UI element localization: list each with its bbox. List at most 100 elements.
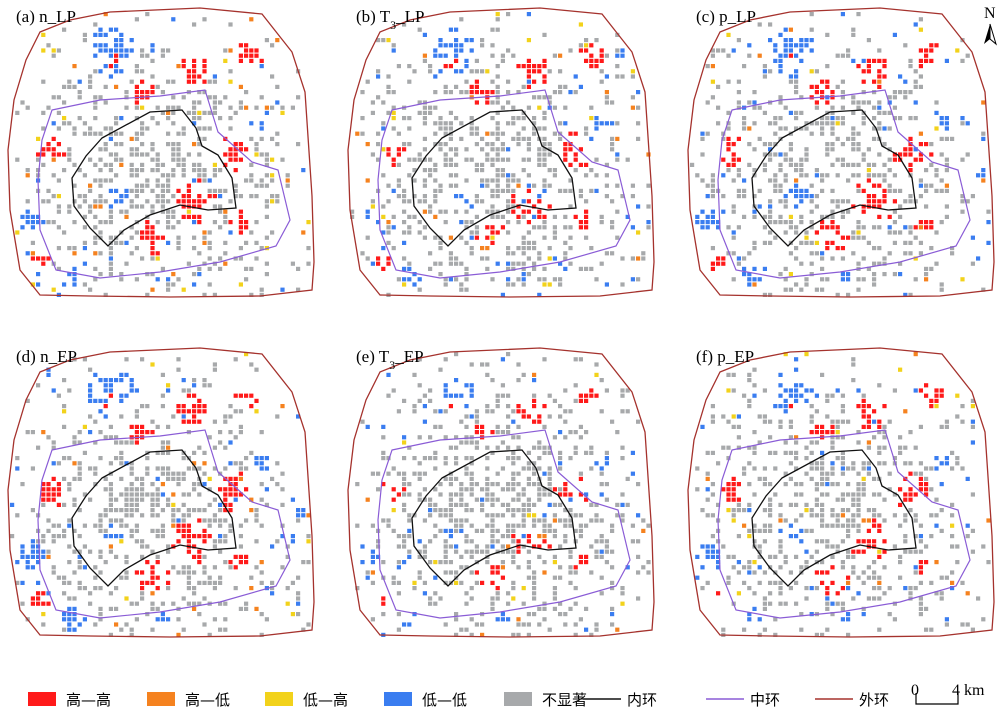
grid-cell: [114, 116, 119, 121]
grid-cell: [721, 487, 726, 492]
grid-cell: [794, 435, 799, 440]
grid-cell: [731, 204, 736, 209]
grid-cell: [537, 492, 542, 497]
grid-cell: [615, 209, 620, 214]
grid-cell: [526, 220, 531, 225]
grid-cell: [207, 256, 212, 261]
grid-cell: [599, 482, 604, 487]
grid-cell: [773, 142, 778, 147]
grid-cell: [129, 461, 134, 466]
grid-cell: [407, 622, 412, 627]
grid-cell: [77, 430, 82, 435]
grid-cell: [710, 419, 715, 424]
grid-cell: [155, 277, 160, 282]
grid-cell: [212, 367, 217, 372]
grid-cell: [866, 596, 871, 601]
grid-cell: [464, 549, 469, 554]
grid-cell: [799, 539, 804, 544]
north-label: N: [984, 5, 996, 22]
grid-cell: [98, 183, 103, 188]
grid-cell: [918, 424, 923, 429]
grid-cell: [181, 596, 186, 601]
grid-cell: [768, 528, 773, 533]
grid-cell: [856, 188, 861, 193]
grid-cell: [840, 435, 845, 440]
grid-cell: [360, 116, 365, 121]
grid-cell: [799, 157, 804, 162]
grid-cell: [872, 225, 877, 230]
grid-cell: [835, 549, 840, 554]
grid-cell: [56, 152, 61, 157]
grid-cell: [428, 539, 433, 544]
grid-cell: [511, 116, 516, 121]
grid-cell: [872, 513, 877, 518]
grid-cell: [495, 445, 500, 450]
grid-cell: [270, 586, 275, 591]
grid-cell: [223, 492, 228, 497]
grid-cell: [537, 199, 542, 204]
grid-cell: [212, 100, 217, 105]
grid-cell: [417, 539, 422, 544]
grid-cell: [877, 430, 882, 435]
grid-cell: [192, 378, 197, 383]
grid-cell: [773, 580, 778, 585]
grid-cell: [396, 612, 401, 617]
grid-cell: [134, 246, 139, 251]
grid-cell: [578, 560, 583, 565]
grid-cell: [563, 188, 568, 193]
grid-cell: [62, 627, 67, 632]
grid-cell: [264, 214, 269, 219]
grid-cell: [459, 235, 464, 240]
grid-cell: [490, 528, 495, 533]
grid-cell: [568, 261, 573, 266]
grid-cell: [181, 565, 186, 570]
grid-cell: [840, 565, 845, 570]
grid-cell: [877, 580, 882, 585]
grid-cell: [129, 466, 134, 471]
grid-cell: [506, 617, 511, 622]
grid-cell: [98, 43, 103, 48]
grid-cell: [306, 534, 311, 539]
grid-cell: [103, 560, 108, 565]
grid-cell: [568, 225, 573, 230]
grid-cell: [495, 471, 500, 476]
grid-cell: [783, 404, 788, 409]
grid-cell: [500, 173, 505, 178]
grid-cell: [840, 12, 845, 17]
grid-cell: [145, 292, 150, 297]
grid-cell: [62, 282, 67, 287]
grid-cell: [846, 580, 851, 585]
grid-cell: [495, 565, 500, 570]
grid-cell: [495, 12, 500, 17]
grid-cell: [490, 157, 495, 162]
grid-cell: [114, 456, 119, 461]
grid-cell: [448, 570, 453, 575]
grid-cell: [422, 487, 427, 492]
grid-cell: [500, 513, 505, 518]
grid-cell: [742, 508, 747, 513]
grid-cell: [181, 528, 186, 533]
grid-cell: [568, 565, 573, 570]
grid-cell: [238, 58, 243, 63]
grid-cell: [970, 627, 975, 632]
grid-cell: [552, 591, 557, 596]
grid-cell: [506, 48, 511, 53]
grid-cell: [129, 632, 134, 637]
grid-cell: [589, 43, 594, 48]
grid-cell: [103, 220, 108, 225]
grid-cell: [773, 220, 778, 225]
grid-cell: [809, 450, 814, 455]
grid-cell: [386, 523, 391, 528]
grid-cell: [88, 188, 93, 193]
grid-cell: [129, 471, 134, 476]
grid-cell: [898, 214, 903, 219]
grid-cell: [275, 38, 280, 43]
grid-cell: [62, 378, 67, 383]
grid-cell: [36, 601, 41, 606]
grid-cell: [552, 256, 557, 261]
grid-cell: [944, 617, 949, 622]
grid-cell: [396, 560, 401, 565]
grid-cell: [788, 74, 793, 79]
grid-cell: [197, 162, 202, 167]
grid-cell: [511, 534, 516, 539]
